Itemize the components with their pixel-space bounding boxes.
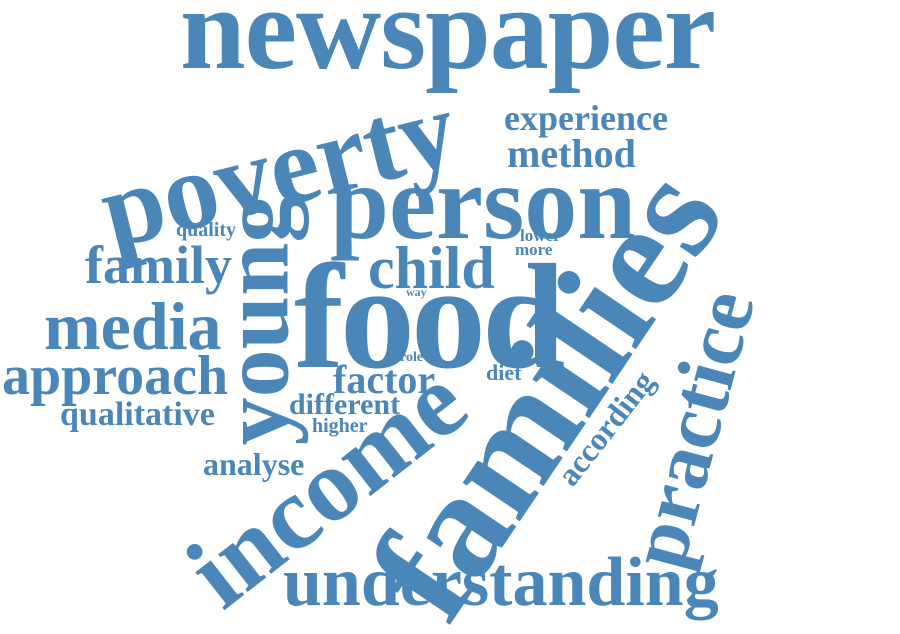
word-factor: factor <box>333 357 436 402</box>
word-media: media <box>44 288 222 364</box>
word-understanding: understanding <box>283 544 719 621</box>
word-child: child <box>368 235 495 301</box>
word-approach: approach <box>2 345 229 407</box>
word-newspaper: newspaper <box>180 0 716 94</box>
word-role: role <box>400 350 424 365</box>
word-experience: experience <box>504 98 668 138</box>
word-higher: higher <box>312 415 368 437</box>
word-young: young <box>201 194 309 446</box>
word-family: family <box>85 235 232 295</box>
word-method: method <box>507 131 636 176</box>
word-quality: quality <box>176 219 237 241</box>
word-food: food <box>294 234 565 400</box>
word-diet: diet <box>486 360 522 385</box>
word-different: different <box>289 388 401 421</box>
word-lower: lower <box>520 226 561 245</box>
word-way: way <box>406 285 427 299</box>
word-person: person <box>330 144 637 261</box>
word-more: more <box>515 240 553 259</box>
word-analyse: analyse <box>203 446 305 482</box>
word-qualitative: qualitative <box>60 396 215 433</box>
